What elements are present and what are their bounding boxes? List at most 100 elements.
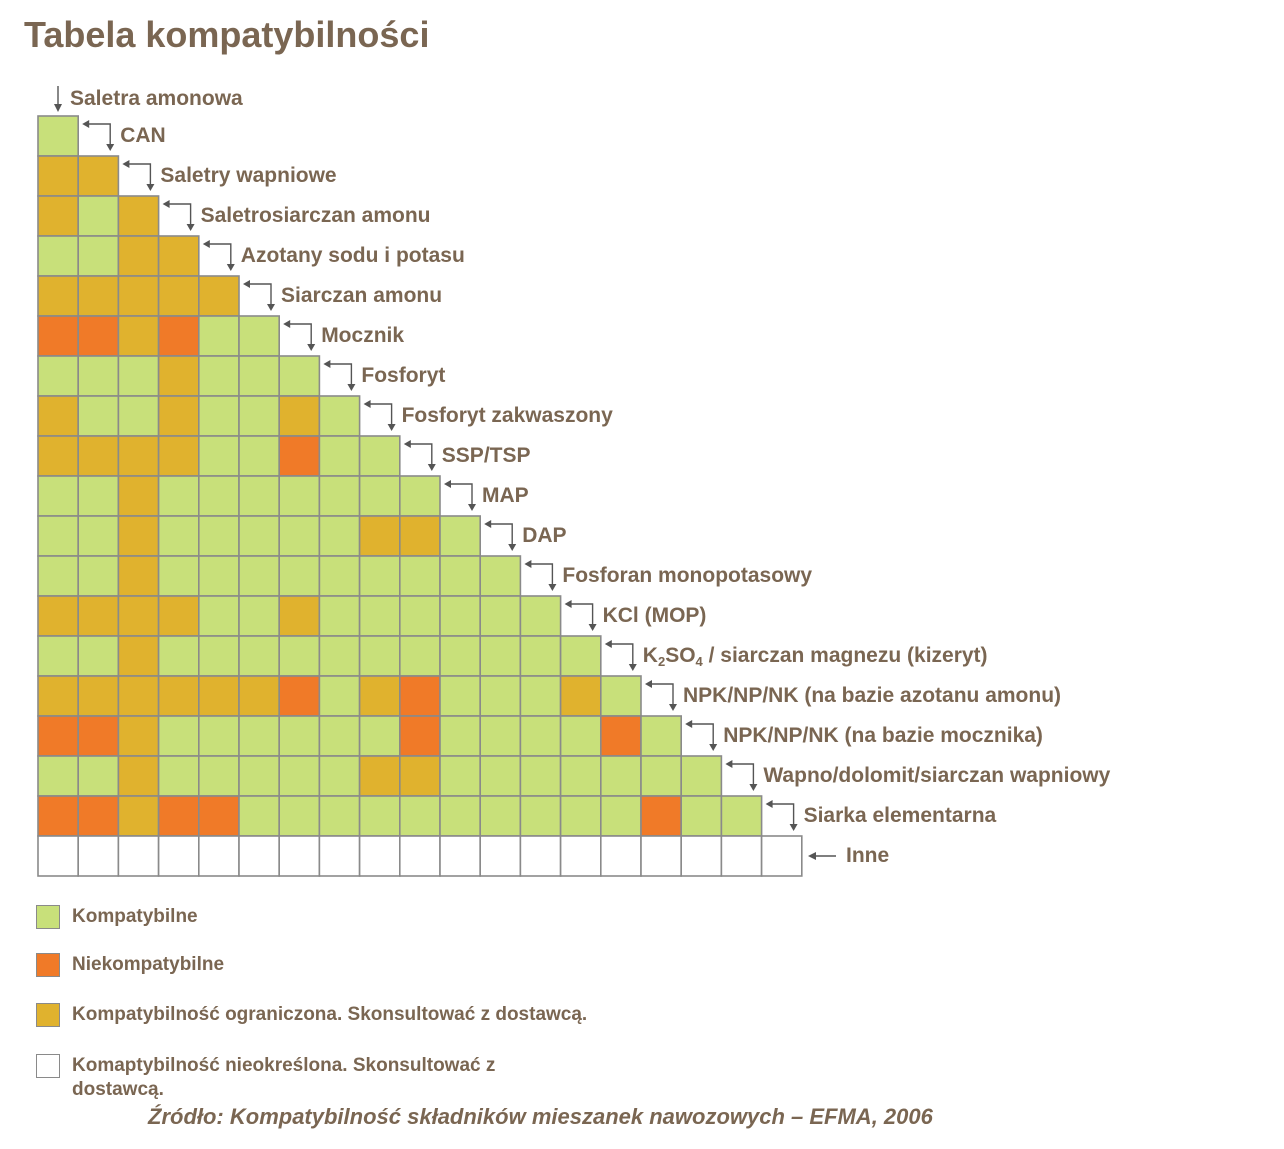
matrix-cell-compatible xyxy=(198,475,240,517)
arrow-head-icon xyxy=(427,464,436,471)
matrix-cell-incompatible xyxy=(278,675,321,717)
matrix-cell-limited xyxy=(117,755,160,797)
matrix-cell-compatible xyxy=(439,515,482,557)
matrix-cell-compatible xyxy=(77,635,120,677)
matrix-cell-limited xyxy=(77,435,120,477)
step-arrow-icon xyxy=(365,403,393,426)
label-part: SO xyxy=(665,644,696,667)
step-arrow-icon xyxy=(446,483,473,506)
matrix-cell-limited xyxy=(358,755,401,797)
matrix-cell-compatible xyxy=(358,635,401,677)
matrix-cell-limited xyxy=(117,635,160,677)
matrix-cell-limited xyxy=(37,275,80,317)
matrix-cell-compatible xyxy=(278,755,321,797)
matrix-cell-compatible xyxy=(398,795,441,837)
matrix-cell-undetermined xyxy=(238,835,281,877)
matrix-cell-incompatible xyxy=(157,795,200,837)
matrix-cell-compatible xyxy=(358,715,401,757)
matrix-cell-undetermined xyxy=(37,835,80,877)
matrix-cell-compatible xyxy=(157,475,200,517)
matrix-cell-undetermined xyxy=(117,835,160,877)
matrix-cell-compatible xyxy=(117,355,160,397)
matrix-cell-limited xyxy=(278,395,321,437)
matrix-cell-compatible xyxy=(439,595,482,637)
matrix-cell-limited xyxy=(157,435,200,477)
arrow-head-icon xyxy=(122,160,130,168)
matrix-cell-limited xyxy=(198,675,240,717)
arrow-head-icon xyxy=(669,704,677,711)
matrix-cell-undetermined xyxy=(439,835,482,877)
arrow-head-icon xyxy=(283,320,291,328)
step-arrow-icon xyxy=(325,363,353,386)
matrix-cell-compatible xyxy=(77,555,120,597)
arrow-head-icon xyxy=(685,720,693,728)
arrow-head-icon xyxy=(645,680,652,688)
matrix-cell-compatible xyxy=(680,795,723,837)
matrix-cell-limited xyxy=(117,315,160,357)
matrix-cell-undetermined xyxy=(198,835,240,877)
matrix-cell-compatible xyxy=(398,595,441,637)
fertilizer-label: Mocznik xyxy=(321,324,405,347)
matrix-cell-incompatible xyxy=(77,315,120,357)
legend-swatch-incompatible xyxy=(36,953,60,977)
arrow-head-icon xyxy=(709,744,718,751)
arrow-head-icon xyxy=(106,144,115,151)
matrix-cell-compatible xyxy=(157,755,200,797)
legend-swatch-limited xyxy=(36,1003,60,1027)
matrix-cell-limited xyxy=(559,675,602,717)
matrix-cell-limited xyxy=(157,235,200,277)
matrix-cell-compatible xyxy=(278,355,321,397)
matrix-cell-limited xyxy=(117,235,160,277)
matrix-cell-compatible xyxy=(238,515,281,557)
arrow-head-icon xyxy=(564,600,572,608)
matrix-cell-compatible xyxy=(358,435,401,477)
fertilizer-label: Siarka elementarna xyxy=(803,804,997,827)
matrix-cell-compatible xyxy=(238,435,281,477)
arrow-head-icon xyxy=(226,264,235,271)
step-arrow-icon xyxy=(647,683,674,706)
matrix-cell-compatible xyxy=(198,715,240,757)
matrix-cell-compatible xyxy=(439,635,482,677)
matrix-cell-limited xyxy=(37,435,80,477)
fertilizer-label: Azotany sodu i potasu xyxy=(240,244,465,267)
matrix-cell-compatible xyxy=(640,715,683,757)
fertilizer-label: Fosforyt zakwaszony xyxy=(401,404,613,427)
matrix-cell-compatible xyxy=(157,555,200,597)
matrix-cell-compatible xyxy=(680,755,723,797)
arrow-head-icon xyxy=(162,200,170,208)
label-subscript: 2 xyxy=(657,654,666,669)
matrix-cell-compatible xyxy=(559,635,602,677)
matrix-cell-limited xyxy=(117,435,160,477)
step-arrow-icon xyxy=(405,443,433,466)
matrix-cell-compatible xyxy=(599,795,642,837)
arrow-head-icon xyxy=(363,400,371,408)
matrix-cell-compatible xyxy=(439,555,482,597)
matrix-cell-incompatible xyxy=(278,435,321,477)
matrix-cell-compatible xyxy=(77,395,120,437)
matrix-cell-compatible xyxy=(318,755,361,797)
matrix-cell-limited xyxy=(117,715,160,757)
matrix-cell-compatible xyxy=(318,515,361,557)
step-arrow-icon xyxy=(84,123,111,146)
matrix-cell-limited xyxy=(157,275,200,317)
arrow-head-icon xyxy=(524,560,532,568)
matrix-cell-limited xyxy=(77,595,120,637)
matrix-cell-compatible xyxy=(198,515,240,557)
fertilizer-label: Inne xyxy=(846,844,890,867)
matrix-cell-compatible xyxy=(238,795,281,837)
matrix-cell-undetermined xyxy=(318,835,361,877)
matrix-cell-compatible xyxy=(238,755,281,797)
arrow-head-icon xyxy=(604,640,612,648)
matrix-cell-compatible xyxy=(37,475,80,517)
matrix-cell-undetermined xyxy=(599,835,642,877)
fertilizer-label: Saletrosiarczan amonu xyxy=(200,204,431,227)
matrix-cell-compatible xyxy=(318,395,361,437)
step-arrow-icon xyxy=(245,283,272,306)
matrix-cell-compatible xyxy=(37,115,80,157)
matrix-cell-limited xyxy=(37,395,80,437)
matrix-cell-compatible xyxy=(720,795,763,837)
matrix-cell-compatible xyxy=(318,675,361,717)
matrix-cell-compatible xyxy=(37,635,80,677)
matrix-cell-compatible xyxy=(278,795,321,837)
matrix-cell-compatible xyxy=(278,635,321,677)
